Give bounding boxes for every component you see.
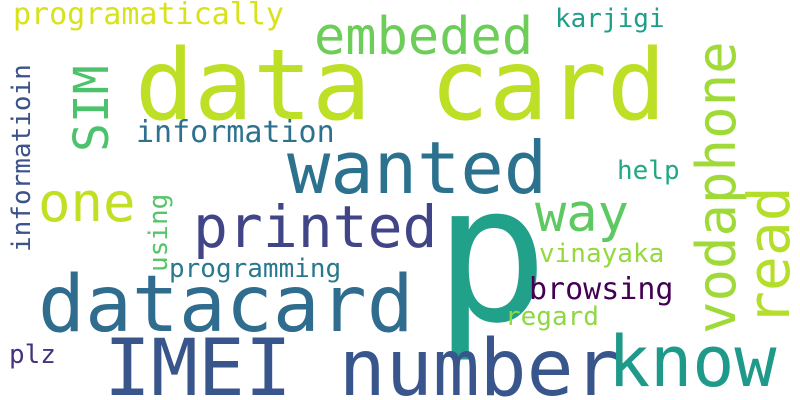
- word-informatioin: informatioin: [7, 64, 37, 252]
- word-vinayaka: vinayaka: [539, 239, 665, 269]
- word-programming: programming: [169, 254, 342, 284]
- word-way: way: [535, 184, 629, 244]
- word-karjigi: karjigi: [555, 4, 665, 34]
- word-plz: plz: [9, 340, 56, 370]
- word-wanted: wanted: [287, 126, 548, 210]
- word-know: know: [608, 321, 777, 400]
- word-read: read: [735, 186, 800, 326]
- word-one: one: [38, 171, 136, 234]
- word-browsing: browsing: [529, 272, 674, 307]
- word-embeded: embeded: [314, 7, 534, 67]
- word-printed: printed: [193, 193, 438, 261]
- word-datacard: datacard: [38, 260, 414, 350]
- word-imei-number: IMEI number: [104, 324, 621, 400]
- word-programatically: programatically: [13, 0, 284, 32]
- word-sim: SIM: [64, 65, 120, 152]
- word-p: p: [434, 144, 549, 365]
- word-help: help: [617, 156, 680, 186]
- word-information: information: [136, 115, 335, 150]
- word-regard: regard: [505, 302, 599, 332]
- word-data-card: data card: [135, 29, 667, 143]
